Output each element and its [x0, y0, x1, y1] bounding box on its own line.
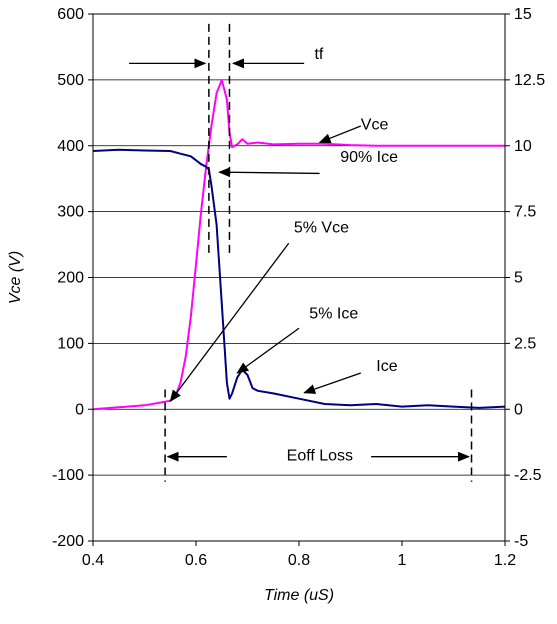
y2-tick-label: 7.5: [514, 204, 536, 221]
y-tick-label: 500: [57, 72, 84, 89]
annotation-arrow-vce: [318, 125, 362, 144]
annotation-arrow-vce5: [169, 242, 290, 403]
y2-tick-label: 5: [514, 270, 523, 287]
x-axis-title: Time (uS): [264, 587, 334, 604]
annotation-label-vce: Vce: [361, 116, 389, 133]
dashed-markers: [164, 23, 473, 482]
y-tick-label: 300: [57, 204, 84, 221]
y2-tick-label: -5: [514, 533, 528, 550]
y2-tick-label: 10: [514, 138, 532, 155]
y-tick-label: 200: [57, 270, 84, 287]
x-tick-label: 0.8: [288, 552, 310, 569]
y2-tick-label: 0: [514, 401, 523, 418]
y-tick-label: -100: [52, 467, 84, 484]
series-line-vce: [92, 78, 505, 411]
annotation-label-eoff: Eoff Loss: [287, 448, 353, 465]
series-layer: [92, 78, 506, 411]
y2-tick-label: -2.5: [514, 467, 542, 484]
x-tick-label: 0.4: [82, 552, 104, 569]
annotation-label-ice90: 90% Ice: [340, 149, 398, 166]
x-tick-label: 0.6: [185, 552, 207, 569]
annotation-label-vce5: 5% Vce: [294, 220, 349, 237]
y-tick-label: 400: [57, 138, 84, 155]
x-tick-label: 1.2: [494, 552, 516, 569]
y-axis-title: Vce (V): [7, 251, 24, 304]
y-tick-label: -200: [52, 533, 84, 550]
x-axis-ticks: 0.4 0.6 0.8 1 1.2: [82, 541, 516, 569]
grid-lines: [93, 79, 505, 476]
x-tick-label: 1: [398, 552, 407, 569]
y-tick-label: 600: [57, 6, 84, 23]
annotation-arrow-ice90: [218, 167, 320, 178]
y-tick-label: 0: [75, 401, 84, 418]
y-tick-label: 100: [57, 335, 84, 352]
y2-tick-label: 12.5: [514, 72, 545, 89]
y2-tick-label: 2.5: [514, 335, 536, 352]
y2-tick-label: 15: [514, 6, 532, 23]
annotations: tf Vce 90% Ice 5% Vce 5% Ice Ice Eoff Loss: [129, 46, 470, 465]
annotation-arrow-ice: [303, 372, 362, 394]
annotation-label-tf: tf: [314, 46, 323, 63]
right-axis-ticks: 15 12.5 10 7.5 5 2.5 0 -2.5 -5: [505, 6, 545, 550]
annotation-label-ice5: 5% Ice: [309, 305, 358, 322]
left-axis-ticks: 600 500 400 300 200 100 0 -100 -200: [52, 6, 93, 550]
series-line-ice: [92, 148, 506, 409]
annotation-arrow-ice5: [236, 327, 300, 374]
plot-frame: [92, 13, 506, 542]
annotation-label-ice: Ice: [376, 358, 397, 375]
